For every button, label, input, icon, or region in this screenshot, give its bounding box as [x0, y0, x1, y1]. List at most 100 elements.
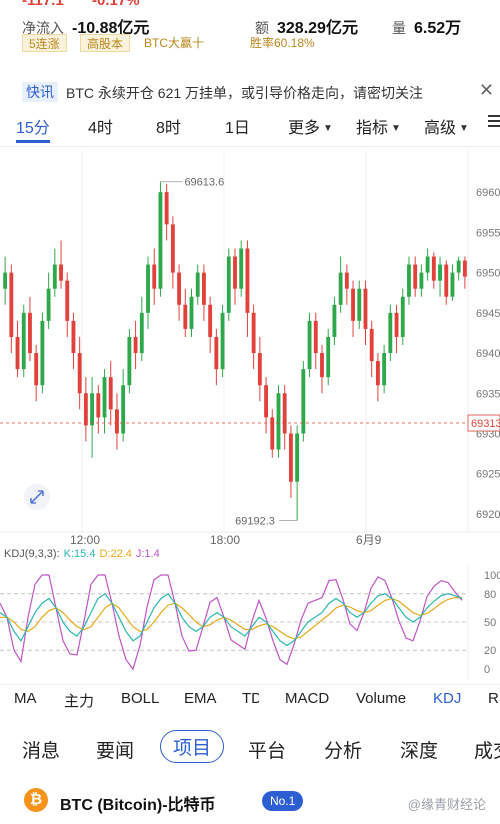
indicator-main-force[interactable]: 主力	[64, 693, 95, 710]
y-tick-label: 69250	[476, 469, 500, 481]
candle	[189, 288, 194, 337]
kdj-k-line	[0, 592, 463, 647]
volume-stat-label: 量	[392, 20, 406, 36]
candle	[46, 272, 51, 329]
candle	[264, 377, 268, 434]
candle	[307, 312, 312, 378]
coin-name: BTC (Bitcoin)-比特币	[60, 797, 216, 814]
candle	[357, 280, 362, 329]
indicator-ma[interactable]: MA	[14, 690, 37, 707]
news-ticker-text[interactable]: BTC 永续开仓 621 万挂单，或引导价格走向，请密切关注	[66, 85, 424, 101]
kdj-legend: KDJ(9,3,3): K:15.4 D:22.4 J:1.4	[4, 548, 164, 560]
y-tick-label: 69600	[476, 187, 500, 199]
candlestick-chart[interactable]: 69600 69550 69500 69450 69400 69350 69300 69250…	[0, 150, 500, 550]
tab-analysis[interactable]: 分析	[324, 741, 363, 762]
turnover-amount-value: 328.29亿元	[277, 20, 358, 37]
tab-8h[interactable]: 8时	[156, 120, 181, 137]
tab-platform[interactable]: 平台	[248, 741, 287, 762]
indicator-kdj[interactable]: KDJ	[433, 690, 462, 707]
kdj-k-value: K:15.4	[63, 548, 96, 560]
candle	[369, 320, 374, 378]
tab-depth[interactable]: 深度	[400, 741, 439, 762]
y-tick-label: 69350	[476, 388, 500, 400]
tab-4h[interactable]: 4时	[88, 120, 113, 137]
candle	[295, 425, 300, 521]
candle	[21, 304, 26, 378]
expand-icon[interactable]	[24, 484, 50, 510]
low-price-label: 69192.3	[235, 515, 275, 527]
candle	[183, 288, 188, 337]
y-tick-label: 69400	[476, 348, 500, 360]
candle	[121, 369, 126, 442]
candle	[257, 336, 262, 402]
news-ticker-badge: 快讯	[22, 82, 58, 102]
current-price-label: 69313	[471, 418, 500, 430]
tag-item[interactable]: 胜率60.18%	[250, 36, 315, 50]
tab-1d[interactable]: 1日	[225, 120, 250, 137]
tab-more[interactable]: 更多 ▼	[288, 114, 333, 138]
chevron-down-icon: ▼	[323, 123, 333, 135]
kdj-axis-labels: 100 80 50 20 0	[484, 570, 500, 676]
candle	[146, 256, 150, 329]
candle	[28, 296, 32, 362]
candle	[202, 264, 206, 321]
candle	[158, 181, 163, 297]
tab-trades[interactable]: 成交	[474, 741, 500, 762]
candle	[351, 280, 355, 337]
candle	[40, 312, 45, 394]
tab-15min[interactable]: 15分	[16, 120, 50, 137]
tag-item[interactable]: 5连涨	[22, 34, 67, 52]
volume-stat: 量 6.52万	[392, 14, 461, 38]
tab-headlines[interactable]: 要闻	[96, 741, 135, 762]
indicator-tabs: MA 主力 BOLL EMA TD MACD Volume KDJ RSI	[0, 686, 500, 714]
candle	[102, 369, 107, 434]
tab-advanced[interactable]: 高级 ▼	[424, 114, 469, 138]
indicator-ema[interactable]: EMA	[184, 690, 217, 707]
indicator-volume[interactable]: Volume	[356, 690, 407, 707]
candle	[444, 260, 449, 305]
tab-project[interactable]: 项目	[160, 730, 225, 763]
candle	[400, 288, 405, 345]
candle	[15, 320, 20, 378]
candle	[220, 304, 225, 378]
candle	[270, 409, 275, 458]
candle	[52, 248, 57, 297]
indicator-rsi[interactable]: RSI	[488, 690, 500, 707]
tag-item[interactable]: 高股本	[80, 34, 131, 52]
candle	[65, 272, 70, 337]
tag-item[interactable]: BTC大赢十	[144, 36, 205, 50]
candle	[34, 345, 39, 402]
candle	[388, 304, 393, 362]
chevron-down-icon: ▼	[391, 123, 401, 135]
kdj-params: KDJ(9,3,3):	[4, 548, 60, 560]
news-ticker[interactable]: 快讯 BTC 永续开仓 621 万挂单，或引导价格走向，请密切关注 ✕	[0, 80, 500, 104]
menu-icon[interactable]	[488, 112, 500, 132]
indicator-boll[interactable]: BOLL	[121, 690, 160, 707]
y-tick-label: 69300	[476, 428, 500, 440]
candle	[133, 320, 138, 370]
price-change-value: -117.1	[22, 0, 64, 9]
kdj-j-line	[0, 574, 463, 671]
candle	[239, 240, 244, 297]
candle	[208, 296, 213, 354]
candle	[394, 304, 399, 354]
tag-row: 5连涨 高股本 BTC大赢十 胜率60.18%	[0, 34, 500, 52]
kdj-y-tick-label: 80	[484, 589, 496, 601]
indicator-td[interactable]: TD	[242, 690, 259, 707]
kdj-chart[interactable]: 100 80 50 20 0	[0, 565, 500, 680]
candle	[456, 256, 461, 281]
watermark: @缘青财经论	[407, 797, 486, 812]
candle	[320, 345, 324, 394]
chart-grid	[0, 150, 500, 533]
kdj-y-tick-label: 100	[484, 570, 500, 582]
tab-indicators[interactable]: 指标 ▼	[356, 114, 401, 138]
indicator-macd[interactable]: MACD	[285, 690, 330, 707]
kdj-j-value: J:1.4	[135, 548, 160, 560]
tab-news[interactable]: 消息	[22, 741, 61, 762]
chart-labels: 69600 69550 69500 69450 69400 69350 69300 69250…	[0, 177, 500, 547]
close-icon[interactable]: ✕	[478, 80, 494, 100]
candle	[326, 328, 331, 386]
candle	[108, 361, 113, 426]
candle	[214, 328, 219, 386]
coin-info-row: ₿ BTC (Bitcoin)-比特币 No.1 @缘青财经论	[0, 784, 500, 820]
